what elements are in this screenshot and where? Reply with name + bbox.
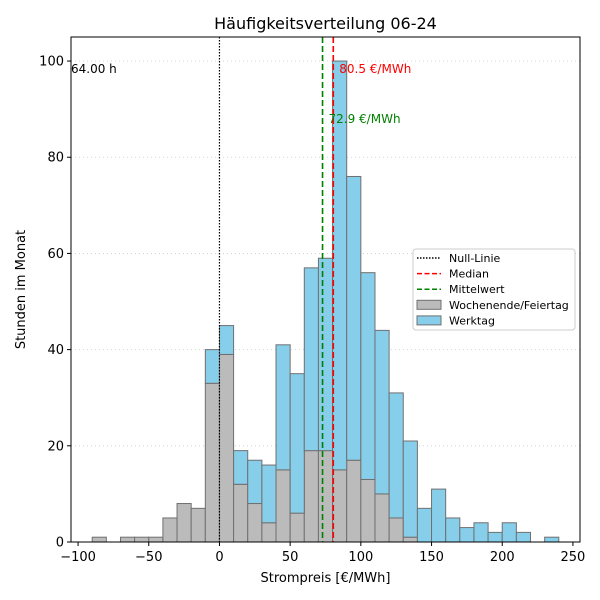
plot-frame	[70, 36, 581, 543]
bar-workday	[360, 272, 376, 480]
x-tick-label: 200	[490, 550, 515, 565]
bar-workday	[416, 507, 433, 543]
median-annotation: 80.5 €/MWh	[339, 62, 411, 76]
bar-weekend	[332, 469, 348, 543]
line-annotations: 80.5 €/MWh 72.9 €/MWh	[329, 62, 412, 126]
x-axis-ticks: −100 −50 0 50 100 150 200 250	[60, 542, 585, 565]
legend-label: Median	[449, 268, 489, 281]
bar-workday	[346, 175, 362, 461]
bar-weekend	[388, 517, 404, 543]
bar-workday	[515, 531, 532, 543]
hours-annotation: 64.00 h	[71, 62, 117, 76]
y-axis-label: Stunden im Monat	[14, 230, 29, 349]
legend-swatch-patch	[416, 299, 442, 310]
bar-workday	[374, 329, 390, 495]
bar-weekend	[346, 459, 362, 543]
legend-label: Werktag	[449, 314, 495, 327]
bar-weekend	[317, 450, 334, 543]
bar-workday	[459, 527, 475, 543]
bar-workday	[473, 522, 489, 543]
bar-weekend	[176, 503, 192, 543]
bar-workday	[218, 325, 235, 355]
x-tick-label: 250	[561, 550, 586, 565]
x-tick-label: 150	[419, 550, 444, 565]
x-axis-label: Strompreis [€/MWh]	[261, 571, 391, 586]
x-tick-label: 100	[348, 550, 373, 565]
y-axis-ticks: 0 20 40 60 80 100	[39, 55, 71, 551]
bar-workday	[501, 522, 517, 543]
legend: Null-Linie Median Mittelwert Wochenende/Fei…	[412, 248, 576, 331]
bar-workday	[544, 536, 560, 543]
bar-weekend	[374, 493, 390, 543]
bar-weekend	[402, 536, 418, 543]
legend-label: Mittelwert	[449, 283, 505, 296]
bar-workday	[275, 344, 291, 471]
bar-weekend	[218, 353, 235, 543]
bar-workday	[445, 517, 461, 543]
bar-weekend	[134, 536, 150, 543]
y-tick-label: 0	[56, 536, 64, 551]
y-tick-label: 80	[47, 151, 64, 166]
x-tick-label: 50	[282, 550, 299, 565]
reference-lines	[218, 37, 335, 542]
y-tick-label: 20	[47, 439, 64, 454]
bar-workday	[261, 464, 277, 524]
x-tick-label: −50	[135, 550, 162, 565]
bar-weekend	[91, 536, 107, 543]
y-tick-label: 100	[39, 55, 64, 70]
bar-weekend	[247, 503, 263, 543]
bar-workday	[204, 349, 220, 384]
bar-workday	[289, 373, 305, 514]
bar-weekend	[148, 536, 164, 543]
bar-weekend	[360, 478, 376, 543]
legend-label: Wochenende/Feiertag	[449, 299, 569, 312]
bar-weekend	[303, 450, 319, 543]
histogram-bars	[91, 60, 560, 543]
y-tick-label: 40	[47, 343, 64, 358]
bar-weekend	[261, 522, 277, 543]
bar-workday	[388, 392, 404, 519]
bar-weekend	[233, 483, 249, 543]
bar-workday	[487, 531, 503, 543]
x-tick-label: −100	[60, 550, 96, 565]
bar-weekend	[119, 536, 136, 543]
bar-workday	[402, 440, 418, 538]
legend-swatch-patch	[416, 315, 442, 326]
mean-annotation: 72.9 €/MWh	[329, 112, 401, 126]
bar-workday	[233, 450, 249, 485]
legend-box	[412, 248, 576, 331]
y-tick-label: 60	[47, 247, 64, 262]
legend-label: Null-Linie	[449, 252, 500, 265]
bar-weekend	[275, 469, 291, 543]
bar-weekend	[162, 517, 178, 543]
bar-workday	[303, 267, 319, 452]
chart-title: Häufigkeitsverteilung 06-24	[214, 14, 437, 33]
bar-workday	[247, 459, 263, 505]
bar-weekend	[190, 507, 206, 543]
bar-weekend	[204, 382, 220, 543]
bar-workday	[317, 257, 334, 452]
bar-weekend	[289, 512, 305, 543]
bar-workday	[431, 488, 447, 543]
x-tick-label: 0	[215, 550, 223, 565]
